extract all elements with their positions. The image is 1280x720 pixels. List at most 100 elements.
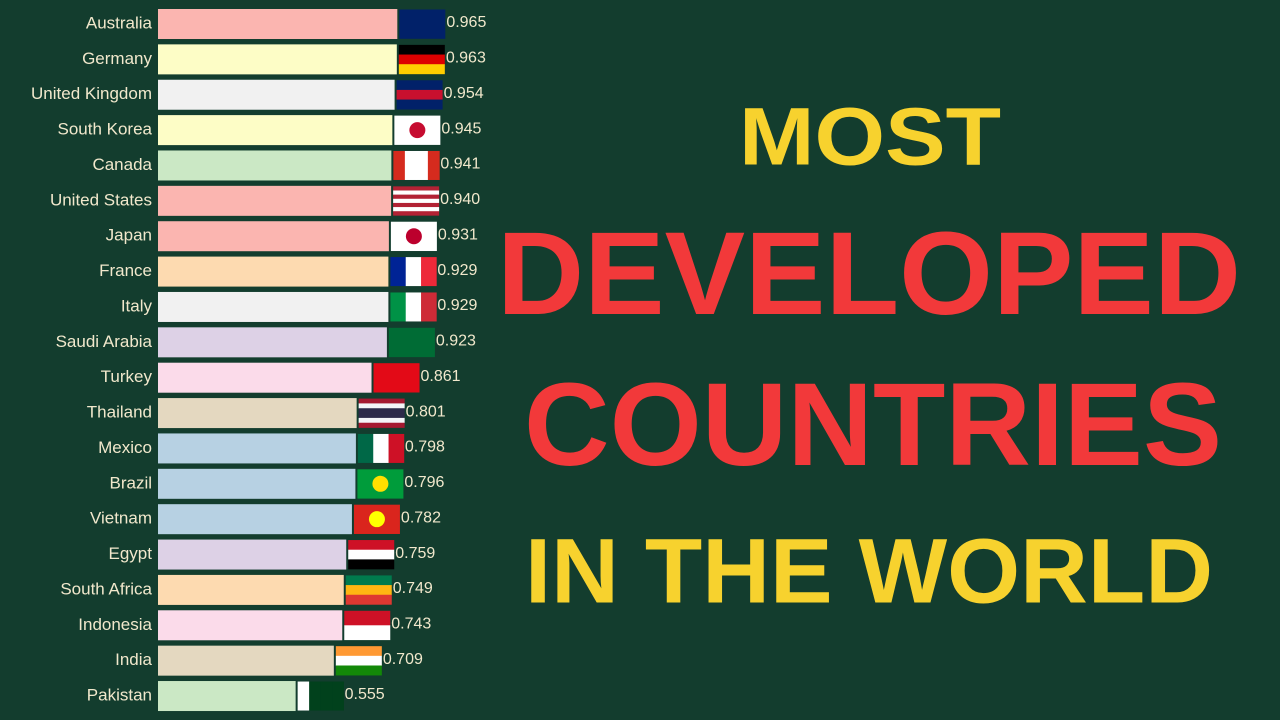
flag-stripe [393,202,440,208]
flag-stripe [309,681,321,711]
bar [158,539,347,570]
bar [158,327,387,358]
flag-stripe [320,681,333,711]
flag-stripe [416,150,429,180]
value-label: 0.929 [437,297,477,314]
flag-stripe [399,9,446,39]
title-line: COUNTRIES [524,359,1222,491]
flag-stripe [358,408,405,414]
flag [393,150,440,180]
flag [345,575,392,605]
flag [399,9,446,39]
bar [158,291,389,322]
category-label: Saudi Arabia [56,332,153,351]
category-label: South Korea [57,120,152,139]
bar [158,504,352,535]
flag [344,610,391,641]
value-label: 0.923 [436,333,476,350]
bar [158,574,344,605]
value-label: 0.796 [404,474,444,491]
flag-stripe [348,549,395,560]
category-label: Japan [106,226,152,245]
flag-stripe [357,433,374,463]
value-label: 0.743 [391,616,431,633]
flag [390,257,437,287]
category-label: Vietnam [90,509,152,528]
flag-emblem [409,122,426,139]
flag-stripe [421,257,437,287]
flag-stripe [393,211,440,216]
flag [393,186,440,216]
flag [398,44,445,75]
flag-stripe [358,413,405,419]
value-label: 0.709 [383,651,423,668]
flag-stripe [358,403,405,409]
flag [357,433,405,463]
value-label: 0.965 [446,14,486,31]
flag-stripe [335,655,382,666]
flag [373,363,420,393]
flag-stripe [388,433,405,463]
flag-stripe [393,194,440,200]
value-label: 0.945 [441,120,481,137]
value-label: 0.801 [406,403,446,420]
flag-stripe [398,64,445,75]
value-label: 0.861 [421,368,461,385]
value-label: 0.555 [345,686,385,703]
flag-stripe [396,99,443,110]
title-line: DEVELOPED [497,208,1241,340]
flag-stripe [390,257,407,287]
category-label: Turkey [101,367,153,386]
category-label: Pakistan [87,686,152,705]
category-label: France [99,261,152,280]
category-label: South Africa [60,579,152,598]
title-line: MOST [739,92,1001,183]
bar [158,681,296,712]
bar [158,362,372,393]
flag-stripe [332,681,344,711]
flag-stripe [345,575,392,586]
category-label: United Kingdom [31,84,152,103]
flag [390,221,437,252]
flag-stripe [388,327,435,358]
flag-stripe [393,150,406,180]
category-label: Egypt [109,544,153,563]
category-label: Thailand [87,403,152,422]
flag-stripe [421,292,437,322]
flag [348,540,395,570]
value-label: 0.941 [440,156,480,173]
bar [158,9,398,39]
category-label: Canada [92,155,152,174]
flag-stripe [344,625,391,641]
flag-stripe [396,89,443,100]
bar [158,398,357,429]
bar [158,115,393,146]
flag-stripe [393,198,440,204]
flag-emblem [368,511,385,528]
flag-stripe [373,363,420,393]
flag-stripe [390,292,407,322]
value-label: 0.929 [437,262,477,279]
flag-stripe [345,594,392,605]
flag-stripe [398,54,445,65]
flag-emblem [372,475,389,492]
bar [158,221,389,252]
category-label: Italy [121,296,153,315]
bar [158,79,395,110]
category-label: United States [50,190,152,209]
flag [358,398,405,428]
flag-stripe [398,44,445,55]
bar [158,610,343,641]
flag [353,504,400,534]
flag-emblem [405,228,422,245]
flag [388,327,435,358]
flag-stripe [393,207,440,212]
value-label: 0.940 [440,191,480,208]
flag-stripe [345,585,392,596]
value-label: 0.798 [405,439,445,456]
flag-stripe [348,559,395,570]
flag-stripe [373,433,389,463]
flag-stripe [404,150,417,180]
category-label: Australia [86,13,153,32]
